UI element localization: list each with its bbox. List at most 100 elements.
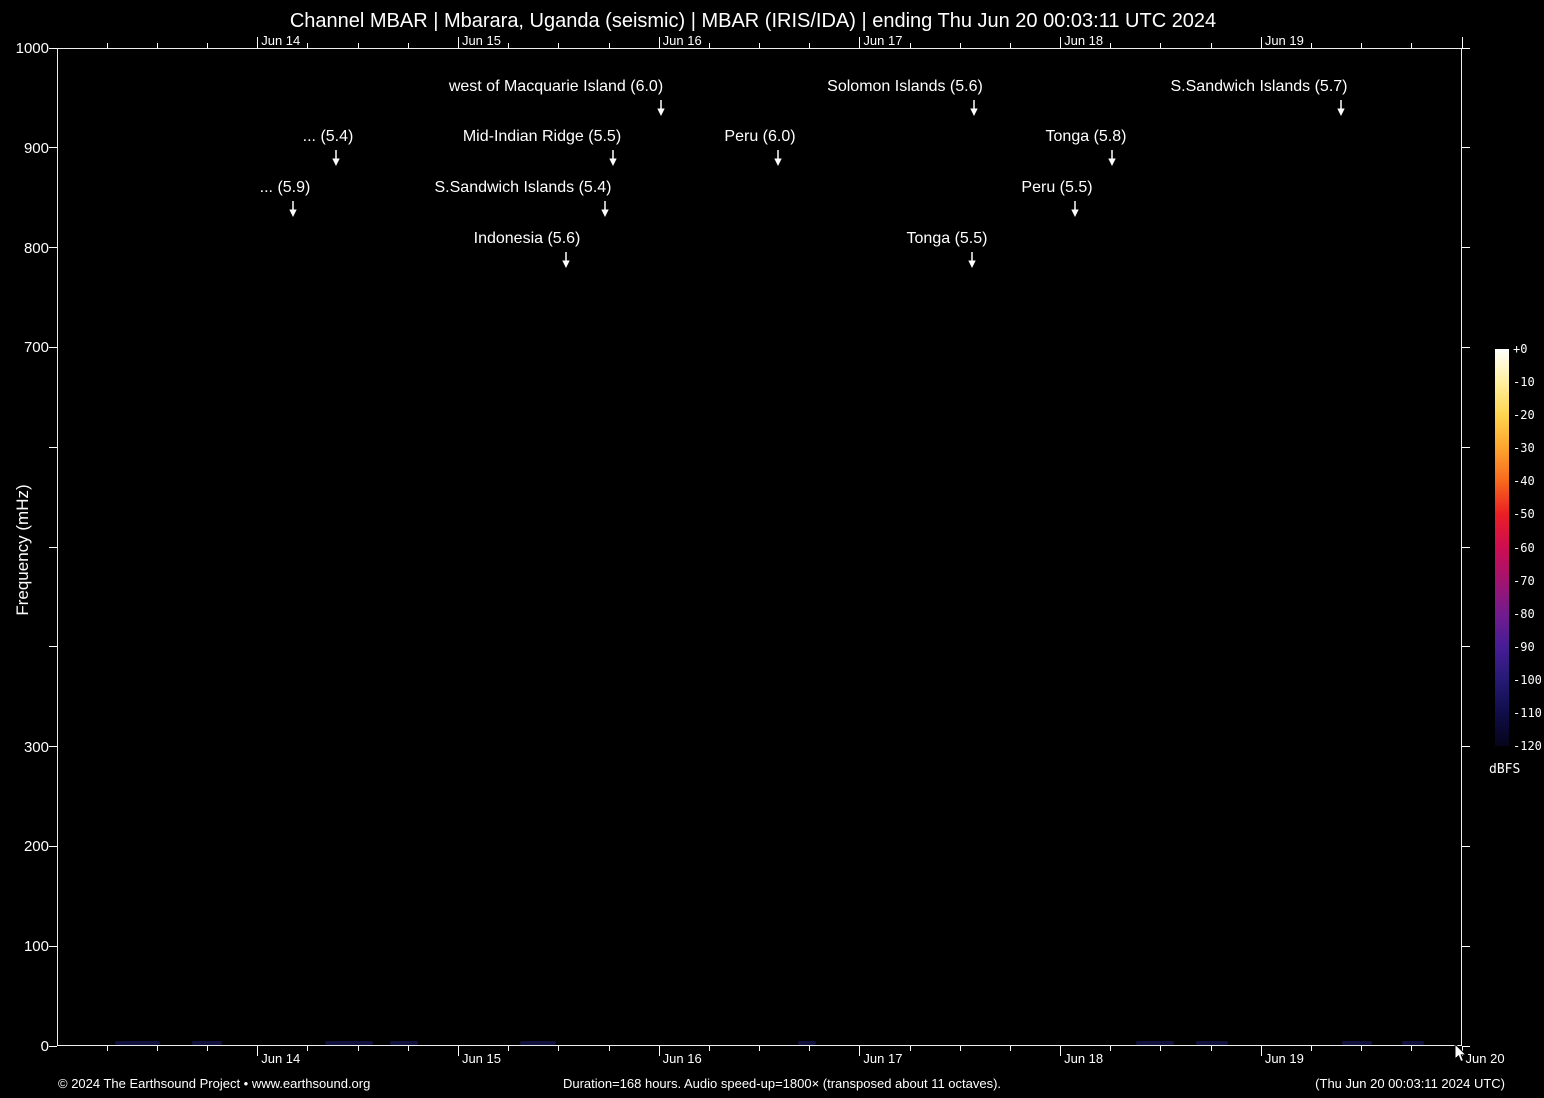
- x-minor-tick-bottom: [708, 1046, 710, 1051]
- faint-signal-blob: [192, 1041, 222, 1045]
- y-tick-right: [1462, 546, 1470, 548]
- y-tick-label: 1000: [15, 40, 49, 57]
- colorbar-tick-label: -20: [1513, 408, 1535, 423]
- footer-duration-info: Duration=168 hours. Audio speed-up=1800×…: [562, 1076, 1002, 1091]
- y-axis-title: Frequency (mHz): [13, 484, 32, 616]
- x-minor-tick-bottom: [156, 1046, 158, 1051]
- x-minor-tick-top: [508, 43, 510, 48]
- x-minor-tick-top: [1009, 43, 1011, 48]
- date-label-bottom: Jun 14: [261, 1051, 301, 1066]
- y-tick-label: 800: [23, 239, 49, 257]
- y-tick-label: 100: [23, 938, 49, 956]
- x-major-tick-bottom: [1060, 1046, 1062, 1056]
- y-tick-right: [1462, 945, 1470, 947]
- event-arrow-icon: [774, 150, 782, 166]
- x-major-tick-top: [1461, 37, 1463, 48]
- y-tick-left: [49, 746, 57, 748]
- date-label-bottom: Jun 15: [461, 1051, 501, 1066]
- x-major-tick-top: [1260, 37, 1262, 48]
- x-minor-tick-bottom: [959, 1046, 961, 1051]
- colorbar-unit-label: dBFS: [1489, 762, 1521, 777]
- x-major-tick-top: [1060, 37, 1062, 48]
- x-minor-tick-bottom: [759, 1046, 761, 1051]
- colorbar-tick-label: -70: [1513, 573, 1535, 588]
- x-minor-tick-top: [1110, 43, 1112, 48]
- x-minor-tick-top: [608, 43, 610, 48]
- x-minor-tick-top: [1411, 43, 1413, 48]
- colorbar-tick-label: -100: [1513, 672, 1542, 687]
- faint-signal-blob: [1342, 1041, 1372, 1045]
- event-arrow-icon: [1071, 201, 1079, 217]
- event-label: S.Sandwich Islands (5.7): [1170, 78, 1348, 95]
- y-tick-label: 300: [23, 738, 49, 756]
- spectrogram-plot-area: [57, 48, 1462, 1046]
- x-minor-tick-bottom: [1110, 1046, 1112, 1051]
- x-minor-tick-top: [1311, 43, 1313, 48]
- y-tick-left: [49, 646, 57, 648]
- y-tick-left: [49, 346, 57, 348]
- x-major-tick-top: [658, 37, 660, 48]
- footer-copyright: © 2024 The Earthsound Project • www.eart…: [58, 1076, 371, 1091]
- date-label-bottom: Jun 20: [1465, 1051, 1505, 1066]
- x-minor-tick-bottom: [1160, 1046, 1162, 1051]
- x-minor-tick-bottom: [608, 1046, 610, 1051]
- x-minor-tick-top: [809, 43, 811, 48]
- colorbar-tick-label: -80: [1513, 606, 1535, 621]
- x-major-tick-top: [457, 37, 459, 48]
- event-arrow-icon: [970, 100, 978, 116]
- event-label: Tonga (5.8): [1045, 128, 1127, 145]
- date-label-top: Jun 14: [261, 33, 301, 48]
- event-label: Peru (6.0): [724, 128, 796, 145]
- event-arrow-icon: [601, 201, 609, 217]
- x-minor-tick-top: [1210, 43, 1212, 48]
- colorbar-tick-label: -60: [1513, 540, 1535, 555]
- y-tick-right: [1462, 147, 1470, 149]
- faint-signal-blob: [520, 1041, 556, 1045]
- x-minor-tick-bottom: [106, 1046, 108, 1051]
- x-major-tick-top: [859, 37, 861, 48]
- colorbar-tick-label: -30: [1513, 441, 1535, 456]
- event-arrow-icon: [332, 150, 340, 166]
- event-label: Indonesia (5.6): [473, 230, 581, 247]
- x-minor-tick-top: [357, 43, 359, 48]
- x-minor-tick-top: [959, 43, 961, 48]
- event-arrow-icon: [1337, 100, 1345, 116]
- x-minor-tick-bottom: [909, 1046, 911, 1051]
- x-minor-tick-top: [708, 43, 710, 48]
- y-tick-right: [1462, 346, 1470, 348]
- colorbar-tick-label: -110: [1513, 705, 1542, 720]
- event-label: S.Sandwich Islands (5.4): [434, 179, 612, 196]
- y-tick-left: [49, 1045, 57, 1047]
- x-minor-tick-bottom: [307, 1046, 309, 1051]
- x-major-tick-top: [257, 37, 259, 48]
- x-major-tick-bottom: [457, 1046, 459, 1056]
- x-major-tick-bottom: [257, 1046, 259, 1056]
- y-tick-left: [49, 247, 57, 249]
- colorbar-tick-label: -10: [1513, 375, 1535, 390]
- y-tick-right: [1462, 845, 1470, 847]
- x-minor-tick-top: [207, 43, 209, 48]
- x-major-tick-bottom: [658, 1046, 660, 1056]
- faint-signal-blob: [798, 1041, 816, 1045]
- y-tick-right: [1462, 47, 1470, 49]
- y-tick-left: [49, 546, 57, 548]
- x-minor-tick-top: [407, 43, 409, 48]
- y-tick-label: 900: [23, 139, 49, 157]
- date-label-top: Jun 19: [1264, 33, 1304, 48]
- x-minor-tick-top: [156, 43, 158, 48]
- event-arrow-icon: [609, 150, 617, 166]
- x-minor-tick-top: [307, 43, 309, 48]
- x-minor-tick-bottom: [1311, 1046, 1313, 1051]
- x-minor-tick-bottom: [1210, 1046, 1212, 1051]
- event-arrow-icon: [657, 100, 665, 116]
- y-tick-label: 200: [23, 838, 49, 856]
- y-tick-left: [49, 945, 57, 947]
- x-major-tick-bottom: [859, 1046, 861, 1056]
- x-minor-tick-bottom: [809, 1046, 811, 1051]
- event-label: Solomon Islands (5.6): [827, 78, 983, 95]
- x-minor-tick-top: [1361, 43, 1363, 48]
- faint-signal-blob: [1136, 1041, 1174, 1045]
- date-label-bottom: Jun 17: [863, 1051, 903, 1066]
- x-minor-tick-bottom: [207, 1046, 209, 1051]
- x-minor-tick-top: [106, 43, 108, 48]
